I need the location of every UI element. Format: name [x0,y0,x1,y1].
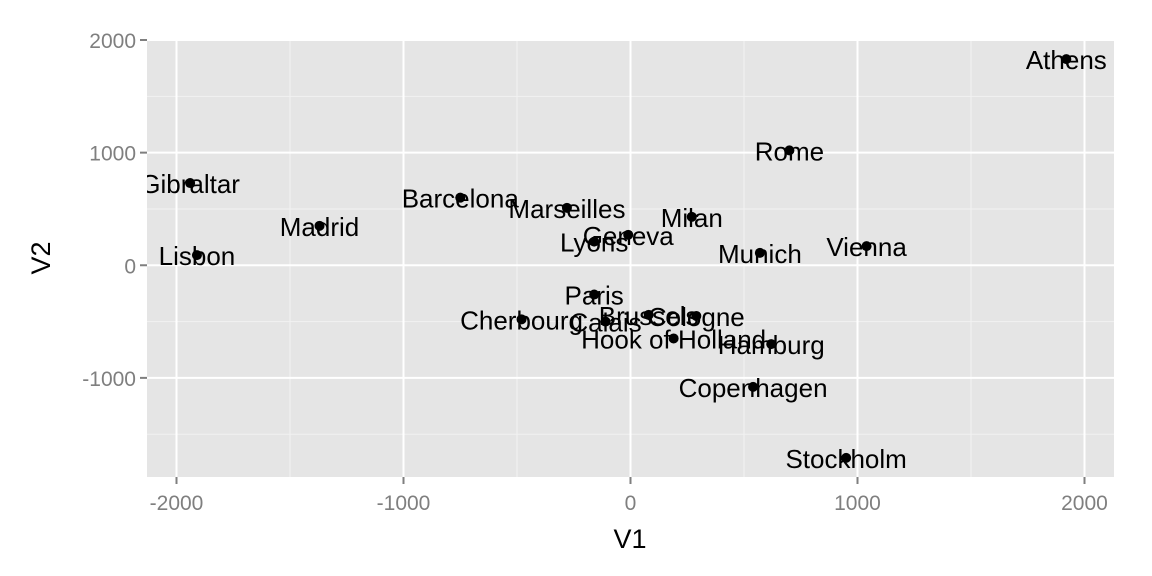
data-point [1061,54,1072,65]
data-point [686,211,697,222]
data-point [841,452,852,463]
data-point [516,314,527,325]
point-label: Stockholm [785,444,906,474]
point-label: Madrid [280,212,359,242]
point-label: Athens [1026,45,1107,75]
data-point [784,145,795,156]
point-label: Vienna [826,232,907,262]
point-label: Paris [565,281,624,311]
data-point [600,316,611,327]
point-label: Lyons [560,228,628,258]
y-axis-ticks: -1000 0 1000 2000 [82,30,147,391]
data-point [668,333,679,344]
data-point [691,310,702,321]
data-point [861,241,872,252]
data-point [748,381,759,392]
x-axis-ticks: -2000 -1000 0 1000 2000 [150,477,1108,515]
y-tick-label: 1000 [89,143,136,166]
point-label: Hamburg [718,330,825,360]
x-tick-label: 0 [625,492,637,515]
x-axis-title: V1 [613,524,646,554]
y-tick-label: -1000 [82,368,136,391]
point-label: Hook of Holland [581,324,766,354]
point-label: Geneva [583,221,675,251]
point-label: Marseilles [508,194,625,224]
point-label: Milan [661,203,723,233]
x-tick-label: 2000 [1061,492,1108,515]
major-gridlines [147,39,1114,477]
data-point [754,247,765,258]
data-points [185,54,1072,463]
y-tick-label: 2000 [89,30,136,53]
y-tick-label: 0 [124,255,136,278]
point-label: Calais [569,308,641,338]
data-point [623,229,634,240]
point-label: Lisbon [159,241,236,271]
point-label: Barcelona [402,184,520,214]
data-point [561,202,572,213]
point-label: Brussels [599,301,699,331]
data-point [643,309,654,320]
data-point [191,250,202,261]
point-label: Cologne [648,302,745,332]
point-label: Cherbourg [460,305,583,335]
point-label: Rome [755,136,824,166]
x-tick-label: -2000 [150,492,204,515]
point-label: Copenhagen [679,373,828,403]
data-point [589,236,600,247]
point-label: Munich [718,239,802,269]
data-point [766,339,777,350]
x-tick-label: -1000 [377,492,431,515]
point-label: Gibraltar [140,169,240,199]
data-point [455,192,466,203]
x-tick-label: 1000 [834,492,881,515]
data-point [589,289,600,300]
data-point [314,220,325,231]
y-axis-title: V2 [26,241,56,274]
data-point [185,178,196,189]
